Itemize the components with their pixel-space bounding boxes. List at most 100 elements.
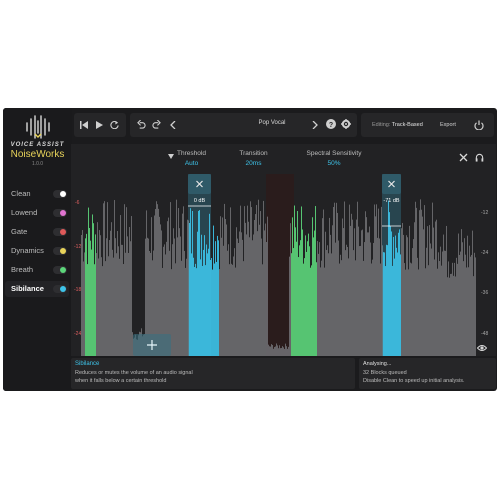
waveform-bar <box>160 224 161 356</box>
caret-down-icon[interactable] <box>168 154 174 159</box>
waveform-bar <box>398 232 399 356</box>
module-toggle[interactable] <box>53 190 67 198</box>
module-lowend[interactable]: Lowend <box>5 205 69 221</box>
waveform-bar <box>402 222 403 356</box>
waveform-bar <box>447 277 448 356</box>
chevron-left-icon[interactable] <box>170 121 176 129</box>
waveform-bar <box>210 259 211 356</box>
waveform-bar <box>419 210 420 356</box>
editing-mode[interactable]: Editing: Track-Based <box>372 122 423 128</box>
module-clean[interactable]: Clean <box>5 186 69 202</box>
waveform-bar <box>299 245 300 356</box>
waveform-bar <box>413 239 414 356</box>
waveform-bar <box>149 250 150 356</box>
waveform-bar <box>365 211 366 356</box>
waveform-bar <box>376 204 377 356</box>
waveform-bar <box>371 263 372 356</box>
brand-logo: VOICE ASSIST NoiseWorks 1.0.0 <box>3 108 72 178</box>
waveform-bar <box>174 238 175 356</box>
waveform-bar <box>270 346 271 356</box>
help-icon[interactable]: ? <box>326 119 336 129</box>
waveform-bar <box>244 206 245 356</box>
waveform-bar <box>192 210 193 356</box>
export-button[interactable]: Export <box>440 122 456 128</box>
redo-icon[interactable] <box>152 120 161 129</box>
waveform-bar <box>209 213 210 356</box>
info-description: when it falls below a certain threshold <box>75 378 167 384</box>
waveform-bar <box>426 247 427 356</box>
threshold-value[interactable]: Auto <box>184 160 199 167</box>
waveform-bar <box>385 266 386 356</box>
close-icon[interactable] <box>196 180 203 188</box>
waveform-bar <box>285 343 286 356</box>
preset-name[interactable]: Pop Vocal <box>258 120 286 126</box>
play-icon[interactable] <box>95 121 103 129</box>
waveform-bar <box>360 245 361 356</box>
loop-icon[interactable] <box>110 120 119 129</box>
waveform-bar <box>147 237 148 356</box>
waveform-bar <box>268 344 269 356</box>
waveform-bar <box>346 244 347 356</box>
waveform-bar <box>330 234 331 356</box>
brand-version: 1.0.0 <box>31 161 44 167</box>
chevron-right-icon[interactable] <box>312 121 318 129</box>
transition-value[interactable]: 20ms <box>245 160 262 167</box>
waveform-bar <box>311 265 312 356</box>
waveform-bar <box>126 207 127 356</box>
waveform-bar <box>129 227 130 356</box>
waveform-bar <box>352 219 353 356</box>
preset-group: Pop Vocal ? <box>130 113 357 137</box>
waveform-bar <box>177 237 178 356</box>
waveform-bar <box>87 264 88 356</box>
waveform-bar <box>414 222 415 356</box>
headphones-icon[interactable] <box>475 153 484 162</box>
waveform-bar <box>297 210 298 356</box>
waveform-bar <box>106 238 107 356</box>
module-dynamics[interactable]: Dynamics <box>5 243 69 259</box>
transition-label: Transition <box>239 150 268 157</box>
waveform-display[interactable]: 0 dB -71 dB <box>71 144 496 356</box>
waveform-bar <box>267 216 268 356</box>
waveform-bar <box>333 206 334 356</box>
module-label: Gate <box>11 227 28 236</box>
status-dot <box>60 229 66 235</box>
waveform-bar <box>167 221 168 356</box>
sensitivity-value[interactable]: 50% <box>327 160 341 167</box>
close-icon[interactable] <box>388 180 395 188</box>
waveform-bar <box>88 207 89 356</box>
y-label-left: -12 <box>74 244 82 250</box>
waveform-bar <box>403 234 404 356</box>
waveform-bar <box>392 265 393 356</box>
waveform-bar <box>213 225 214 356</box>
waveform-bar <box>189 222 190 356</box>
skip-back-icon[interactable] <box>80 121 88 129</box>
close-icon[interactable] <box>459 153 468 162</box>
module-toggle[interactable] <box>53 285 67 293</box>
waveform-bar <box>156 201 157 356</box>
module-sibilance[interactable]: Sibilance <box>5 281 69 297</box>
waveform-bar <box>405 269 406 356</box>
waveform-bar <box>438 252 439 356</box>
module-gate[interactable]: Gate <box>5 224 69 240</box>
waveform-bar <box>439 261 440 356</box>
waveform-bar <box>367 232 368 356</box>
module-toggle[interactable] <box>53 266 67 274</box>
waveform-bar <box>221 237 222 356</box>
waveform-bar <box>251 207 252 356</box>
info-description: Reduces or mutes the volume of an audio … <box>75 370 193 376</box>
module-toggle[interactable] <box>53 228 67 236</box>
module-breath[interactable]: Breath <box>5 262 69 278</box>
waveform-bar <box>82 230 83 356</box>
undo-icon[interactable] <box>137 120 146 129</box>
waveform-bar <box>98 258 99 356</box>
module-toggle[interactable] <box>53 209 67 217</box>
power-icon[interactable] <box>474 120 484 130</box>
waveform-bar <box>113 257 114 356</box>
waveform-bar <box>271 344 272 356</box>
waveform-bar <box>101 257 102 356</box>
eye-icon[interactable] <box>477 344 487 352</box>
waveform-bar <box>465 254 466 356</box>
waveform-bar <box>455 276 456 356</box>
gear-icon[interactable] <box>341 119 351 129</box>
module-toggle[interactable] <box>53 247 67 255</box>
